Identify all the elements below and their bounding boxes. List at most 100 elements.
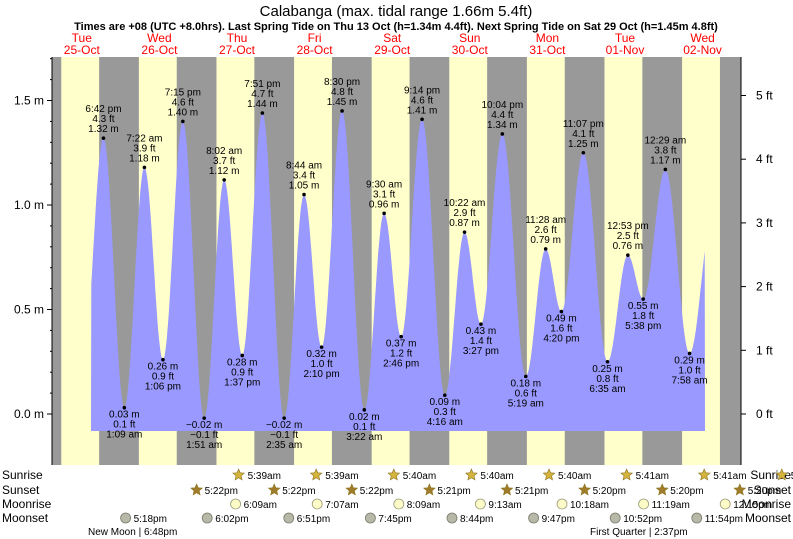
tide-point xyxy=(663,167,668,172)
low-tide-label: −0.02 m xyxy=(186,420,222,431)
low-tide-label: −0.1 ft xyxy=(190,430,218,441)
tide-point xyxy=(462,230,467,234)
low-tide-label: 1:09 am xyxy=(106,430,142,441)
high-tide-label: 10:22 am xyxy=(444,198,486,209)
tide-area xyxy=(91,110,705,432)
low-tide-label: 0.1 ft xyxy=(353,422,375,433)
day-date: 26-Oct xyxy=(141,43,178,57)
sunset-time: 5:21pm xyxy=(515,486,548,497)
sunset-icon xyxy=(655,483,669,496)
high-tide-label: 1.34 m xyxy=(487,120,518,131)
high-tide-label: 1.05 m xyxy=(289,181,320,192)
low-tide-label: 1.8 ft xyxy=(632,311,654,322)
tide-point xyxy=(240,353,245,358)
tide-point xyxy=(420,117,424,122)
sunset-icon xyxy=(190,483,204,496)
tide-point xyxy=(302,192,306,197)
tide-point xyxy=(399,334,403,339)
high-tide-label: 4.8 ft xyxy=(331,87,353,98)
high-tide-label: 12:53 pm xyxy=(607,221,649,232)
low-tide-label: 0.02 m xyxy=(349,412,380,423)
low-tide-label: 0.6 ft xyxy=(515,388,537,399)
day-date: 25-Oct xyxy=(64,43,101,57)
high-tide-label: 0.76 m xyxy=(613,241,644,252)
high-tide-label: 3.1 ft xyxy=(373,189,395,200)
high-tide-label: 8:02 am xyxy=(206,146,242,157)
high-tide-label: 10:04 pm xyxy=(481,100,523,111)
high-tide-label: 11:28 am xyxy=(525,215,566,226)
right-tick-label: 2 ft xyxy=(756,280,773,294)
moonset-icon xyxy=(691,512,703,524)
low-tide-label: 0.26 m xyxy=(148,362,179,373)
day-date: 02-Nov xyxy=(683,43,722,57)
tide-point xyxy=(101,136,106,140)
moonrise-icon xyxy=(556,498,568,510)
tide-point xyxy=(161,357,165,362)
sunrise-time: 5:40am xyxy=(403,471,436,482)
high-tide-label: 0.96 m xyxy=(369,199,400,210)
sunrise-time: 5:40am xyxy=(480,471,513,482)
low-tide-label: −0.02 m xyxy=(266,420,302,431)
day-name: Tue xyxy=(615,31,636,45)
moonrise-icon xyxy=(311,498,323,510)
low-tide-label: 0.9 ft xyxy=(231,367,253,378)
sunset-time: 5:20pm xyxy=(593,486,626,497)
sunset-icon xyxy=(345,483,359,496)
low-tide-label: 5:19 am xyxy=(508,398,544,409)
row-label-left: Sunset xyxy=(2,483,40,497)
high-tide-label: 1.12 m xyxy=(209,166,240,177)
high-tide-label: 9:14 pm xyxy=(404,85,440,96)
high-tide-label: 4.6 ft xyxy=(411,95,433,106)
moonset-time: 6:51pm xyxy=(297,514,330,525)
sunrise-icon xyxy=(232,468,246,481)
axes: 0.0 m 0.5 m 1.0 m 1.5 m 0 ft 1 ft 2 ft 3 ft 4 ft… xyxy=(14,57,773,465)
sunset-icon xyxy=(500,483,514,496)
sunrise-time: 5:39am xyxy=(248,471,281,482)
high-tide-label: 3.7 ft xyxy=(213,156,235,167)
moonset-time: 5:18pm xyxy=(134,514,167,525)
high-tide-label: 8:44 am xyxy=(286,161,322,172)
sunset-time: 5:22pm xyxy=(205,486,238,497)
high-tide-label: 1.44 m xyxy=(247,99,278,110)
high-tide-label: 1.32 m xyxy=(88,124,119,135)
day-date: 29-Oct xyxy=(374,43,411,57)
high-tide-label: 4.6 ft xyxy=(172,97,194,108)
low-tide-label: 0.18 m xyxy=(511,378,542,389)
moon-phase-label: New Moon | 6:48pm xyxy=(88,527,177,538)
moonset-time: 8:44pm xyxy=(460,514,493,525)
sunset-time: 5:21pm xyxy=(437,486,470,497)
moonrise-time: 7:07am xyxy=(325,500,358,511)
day-date: 28-Oct xyxy=(297,43,334,57)
sunset-icon xyxy=(733,483,747,496)
sunrise-time: 5:40am xyxy=(558,471,591,482)
low-tide-label: 0.9 ft xyxy=(152,372,174,383)
high-tide-label: 1.45 m xyxy=(327,97,358,108)
moonset-icon xyxy=(283,512,295,524)
tide-point xyxy=(500,132,505,136)
low-tide-label: 1.4 ft xyxy=(470,336,492,347)
night-band xyxy=(719,57,731,465)
low-tide-label: 4:20 pm xyxy=(543,334,579,345)
tide-point xyxy=(479,322,483,326)
day-name: Fri xyxy=(308,31,322,45)
moonrise-time: 12:15pm xyxy=(733,500,772,511)
moonrise-icon xyxy=(230,498,242,510)
moonrise-icon xyxy=(719,498,731,510)
row-label-right: Sunset xyxy=(754,483,792,497)
tide-point xyxy=(626,253,630,257)
right-tick-label: 0 ft xyxy=(756,407,773,421)
sunset-icon xyxy=(267,483,281,496)
high-tide-label: 4.3 ft xyxy=(92,114,114,125)
moonrise-time: 8:09am xyxy=(407,500,440,511)
high-tide-label: 6:42 pm xyxy=(85,104,121,115)
high-tide-label: 1.41 m xyxy=(407,105,438,116)
day-date: 31-Oct xyxy=(529,43,566,57)
sunrise-time: 5:41am xyxy=(713,471,746,482)
sunset-time: 5:20pm xyxy=(670,486,703,497)
tide-curve xyxy=(91,110,705,432)
tide-point xyxy=(260,111,265,115)
right-tick-label: 3 ft xyxy=(756,216,773,230)
left-tick-label: 0.5 m xyxy=(14,303,44,317)
high-tide-label: 12:29 am xyxy=(645,135,687,146)
high-tide-label: 1.40 m xyxy=(168,107,199,118)
